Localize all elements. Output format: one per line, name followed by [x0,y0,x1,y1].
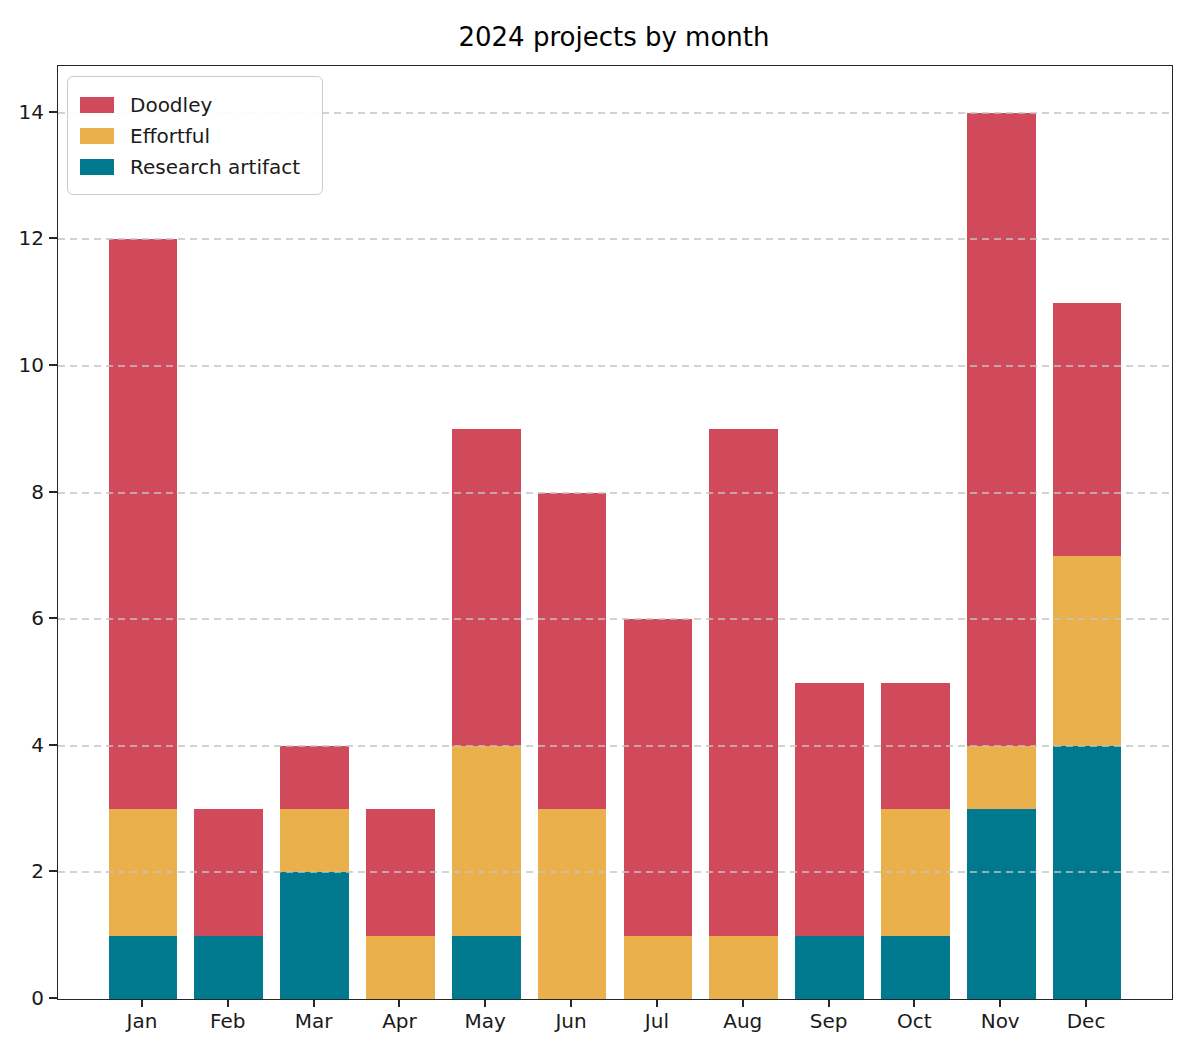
plot-area: Doodley Effortful Research artifact [57,65,1173,1000]
y-tick-label: 4 [0,732,44,758]
x-tick-mark [313,999,315,1007]
x-tick-mark [742,999,744,1007]
y-tick-label: 12 [0,225,44,251]
x-tick-label-nov: Nov [955,1009,1045,1033]
bar-segment-effortful-jan [109,809,178,936]
bar-segment-doodley-jul [624,619,693,935]
x-tick-mark [141,999,143,1007]
y-tick-mark [49,237,57,239]
y-tick-label: 10 [0,352,44,378]
legend-label: Doodley [130,93,212,117]
legend-item-research-artifact: Research artifact [80,151,300,182]
bar-segment-effortful-mar [280,809,349,872]
bar-segment-effortful-may [452,746,521,936]
bar-segment-doodley-oct [881,683,950,810]
x-tick-mark [999,999,1001,1007]
x-tick-label-jul: Jul [612,1009,702,1033]
x-tick-mark [570,999,572,1007]
bar-segment-effortful-jun [538,809,607,999]
y-tick-label: 8 [0,479,44,505]
legend-swatch [80,128,114,144]
bar-segment-doodley-mar [280,746,349,809]
bar-segment-doodley-jun [538,493,607,809]
bar-segment-doodley-nov [967,113,1036,746]
legend-item-doodley: Doodley [80,89,300,120]
y-tick-mark [49,491,57,493]
x-tick-mark [484,999,486,1007]
legend-swatch [80,159,114,175]
legend-label: Effortful [130,124,210,148]
bar-segment-doodley-may [452,429,521,745]
bar-segment-research-artifact-mar [280,872,349,999]
x-tick-mark [227,999,229,1007]
y-tick-label: 6 [0,605,44,631]
bar-segment-effortful-jul [624,936,693,999]
y-tick-label: 2 [0,858,44,884]
legend-item-effortful: Effortful [80,120,300,151]
bar-segment-doodley-dec [1053,303,1122,556]
x-tick-label-sep: Sep [784,1009,874,1033]
legend-label: Research artifact [130,155,300,179]
bar-segment-doodley-sep [795,683,864,936]
bar-segment-research-artifact-jan [109,936,178,999]
x-tick-label-jun: Jun [526,1009,616,1033]
x-tick-label-apr: Apr [354,1009,444,1033]
bar-segment-research-artifact-sep [795,936,864,999]
legend-items: Doodley Effortful Research artifact [80,89,300,182]
x-tick-mark [828,999,830,1007]
bar-segment-effortful-dec [1053,556,1122,746]
bar-segment-effortful-apr [366,936,435,999]
y-tick-mark [49,364,57,366]
bar-segment-doodley-apr [366,809,435,936]
figure: 2024 projects by month Doodley Effortful R… [0,0,1200,1052]
x-tick-label-feb: Feb [183,1009,273,1033]
bar-segment-effortful-nov [967,746,1036,809]
y-tick-mark [49,870,57,872]
y-tick-mark [49,997,57,999]
bar-segment-doodley-jan [109,239,178,809]
y-tick-label: 0 [0,985,44,1011]
x-tick-mark [1085,999,1087,1007]
x-tick-label-may: May [440,1009,530,1033]
bar-segment-research-artifact-may [452,936,521,999]
x-tick-mark [656,999,658,1007]
bar-segment-doodley-feb [194,809,263,936]
y-tick-mark [49,617,57,619]
legend-swatch [80,97,114,113]
x-tick-label-mar: Mar [269,1009,359,1033]
x-tick-mark [398,999,400,1007]
bar-segment-effortful-oct [881,809,950,936]
x-tick-label-oct: Oct [869,1009,959,1033]
legend: Doodley Effortful Research artifact [67,76,323,195]
bar-segment-effortful-aug [709,936,778,999]
y-tick-label: 14 [0,99,44,125]
bar-segment-research-artifact-oct [881,936,950,999]
bar-segment-research-artifact-dec [1053,746,1122,999]
chart-title: 2024 projects by month [57,22,1171,52]
y-tick-mark [49,744,57,746]
x-tick-mark [913,999,915,1007]
x-tick-label-jan: Jan [97,1009,187,1033]
bar-segment-research-artifact-nov [967,809,1036,999]
bar-segment-research-artifact-feb [194,936,263,999]
bar-segment-doodley-aug [709,429,778,935]
y-tick-mark [49,111,57,113]
x-tick-label-aug: Aug [698,1009,788,1033]
x-tick-label-dec: Dec [1041,1009,1131,1033]
